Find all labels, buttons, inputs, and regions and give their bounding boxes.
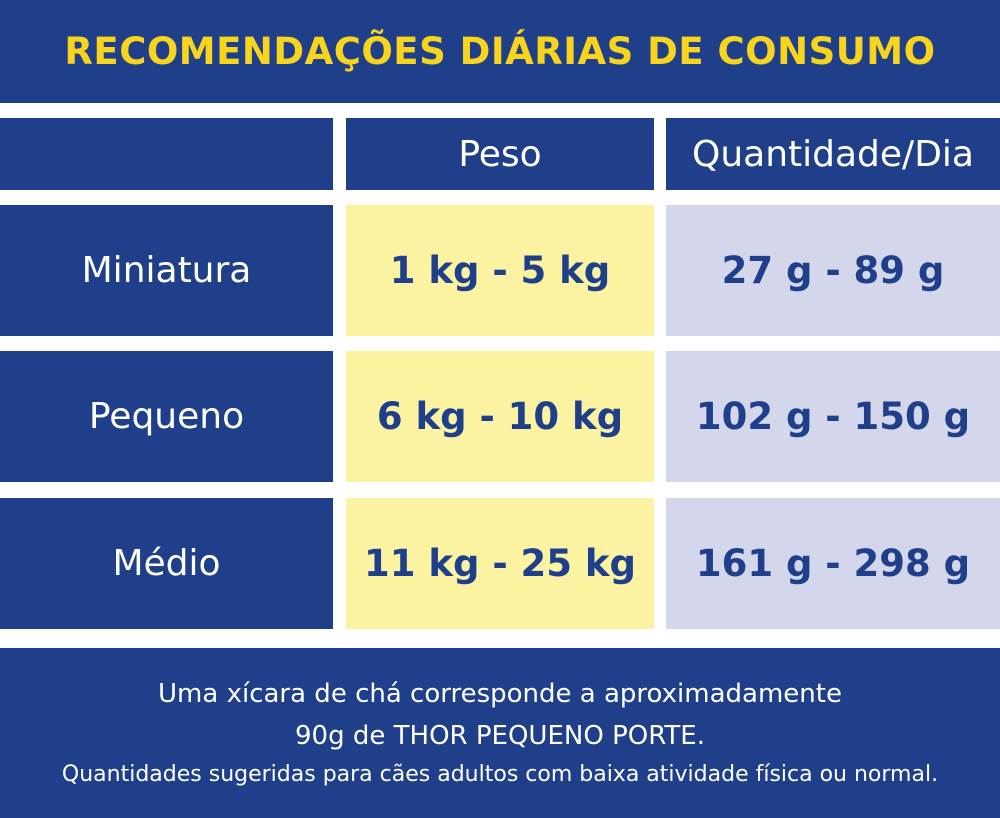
footer-line-2: 90g de THOR PEQUENO PORTE. (295, 721, 705, 751)
page-title: RECOMENDAÇÕES DIÁRIAS DE CONSUMO (64, 30, 936, 73)
header-cell-amount: Quantidade/Dia (666, 118, 1000, 190)
size-label: Pequeno (88, 396, 245, 437)
amount-value: 102 g - 150 g (695, 395, 971, 438)
row-amount-cell: 161 g - 298 g (666, 498, 1000, 629)
header-cell-weight: Peso (346, 118, 654, 190)
header-amount-label: Quantidade/Dia (692, 133, 974, 175)
footer-line-1: Uma xícara de chá corresponde a aproxima… (158, 679, 842, 709)
size-label: Médio (112, 543, 221, 584)
footer-note: Uma xícara de chá corresponde a aproxima… (0, 648, 1000, 818)
row-weight-cell: 6 kg - 10 kg (346, 351, 654, 482)
size-label: Miniatura (81, 250, 252, 291)
footer-line-3: Quantidades sugeridas para cães adultos … (61, 762, 939, 787)
header-weight-label: Peso (458, 133, 542, 175)
row-amount-cell: 102 g - 150 g (666, 351, 1000, 482)
row-size-cell: Médio (0, 498, 333, 629)
title-banner: RECOMENDAÇÕES DIÁRIAS DE CONSUMO (0, 0, 1000, 103)
row-amount-cell: 27 g - 89 g (666, 205, 1000, 336)
weight-value: 6 kg - 10 kg (376, 395, 624, 438)
amount-value: 27 g - 89 g (721, 249, 945, 292)
amount-value: 161 g - 298 g (695, 542, 971, 585)
weight-value: 11 kg - 25 kg (363, 542, 637, 585)
row-weight-cell: 1 kg - 5 kg (346, 205, 654, 336)
row-size-cell: Pequeno (0, 351, 333, 482)
row-size-cell: Miniatura (0, 205, 333, 336)
weight-value: 1 kg - 5 kg (389, 249, 611, 292)
row-weight-cell: 11 kg - 25 kg (346, 498, 654, 629)
header-cell-empty (0, 118, 333, 190)
